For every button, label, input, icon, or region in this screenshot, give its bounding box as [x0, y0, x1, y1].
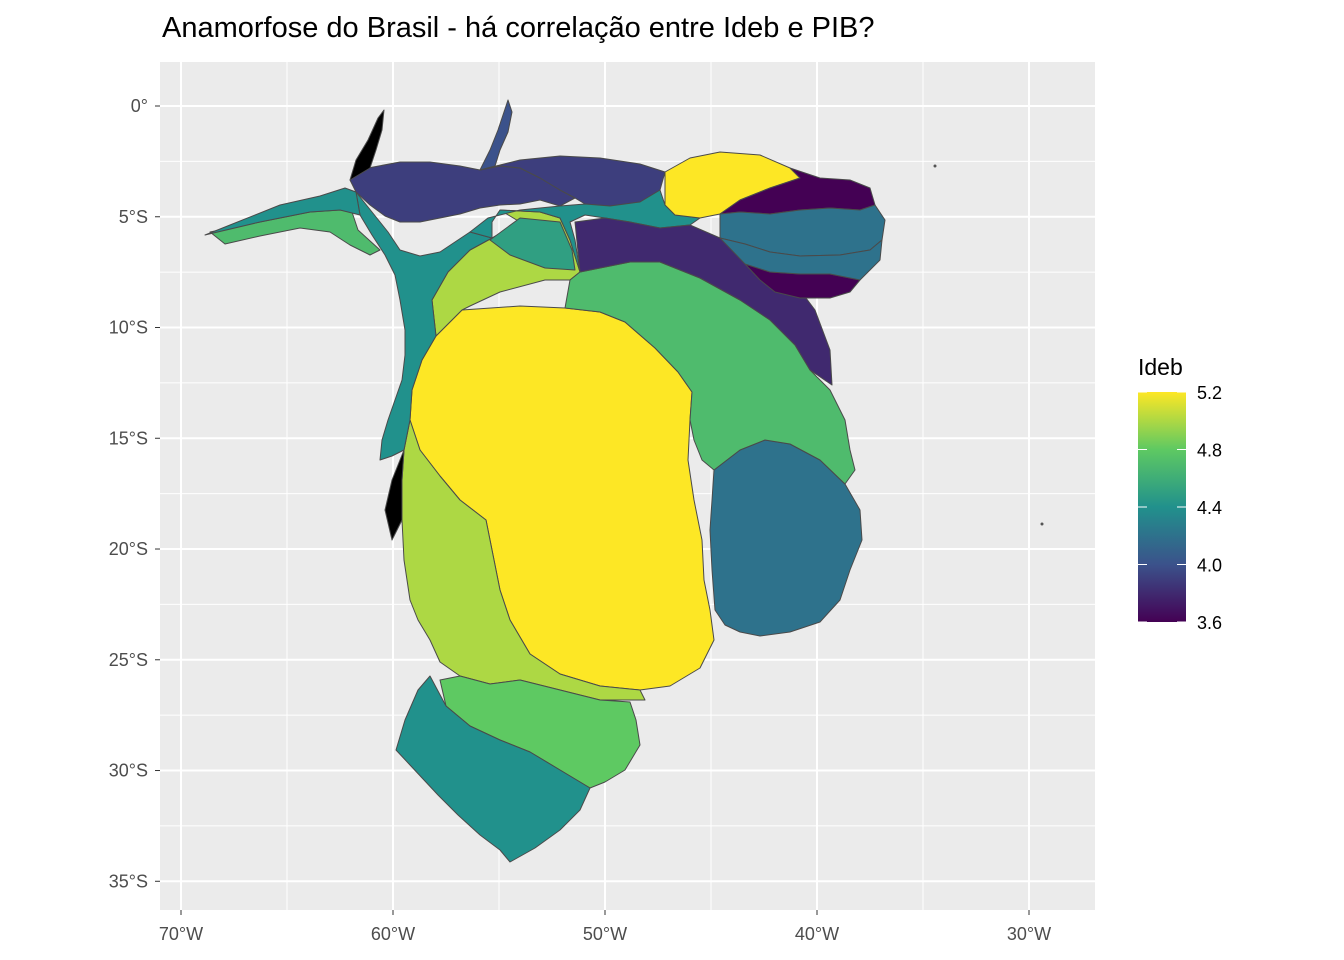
region-amapa: [479, 99, 513, 171]
y-tick-label: 30°S: [109, 761, 148, 781]
x-tick-label: 40°W: [795, 924, 839, 944]
legend: Ideb 5.2 4.8 4.4 4.0 3.6: [1138, 354, 1222, 633]
region-rio-grande-do-sul: [395, 675, 591, 863]
y-tick-label: 0°: [131, 96, 148, 116]
chart-title: Anamorfose do Brasil - há correlação ent…: [162, 12, 875, 44]
y-tick-label: 10°S: [109, 318, 148, 338]
x-tick-label: 30°W: [1007, 924, 1051, 944]
y-axis: 0° 5°S 10°S 15°S 20°S 25°S 30°S 35°S: [109, 96, 160, 891]
island-marker: [933, 164, 937, 168]
legend-break-label: 4.0: [1197, 556, 1222, 576]
legend-break-label: 5.2: [1197, 383, 1222, 403]
region-roraima: [349, 109, 385, 181]
region-mato-grosso: [355, 191, 493, 461]
y-tick-label: 25°S: [109, 650, 148, 670]
island-marker: [1040, 522, 1044, 526]
x-tick-label: 70°W: [159, 924, 203, 944]
state-regions: [204, 99, 1044, 863]
region-pernambuco: [719, 237, 883, 281]
y-tick-label: 35°S: [109, 871, 148, 891]
legend-break-label: 3.6: [1197, 613, 1222, 633]
region-amazonas: [349, 161, 576, 223]
y-tick-label: 5°S: [119, 207, 148, 227]
y-tick-label: 15°S: [109, 428, 148, 448]
region-tocantins: [489, 217, 576, 271]
x-tick-label: 60°W: [371, 924, 415, 944]
legend-title: Ideb: [1138, 354, 1183, 380]
x-tick-label: 50°W: [583, 924, 627, 944]
legend-break-label: 4.8: [1197, 441, 1222, 461]
y-tick-label: 20°S: [109, 539, 148, 559]
region-mato-grosso-do-sul: [384, 449, 405, 541]
x-axis: 70°W 60°W 50°W 40°W 30°W: [159, 910, 1051, 944]
legend-break-label: 4.4: [1197, 498, 1222, 518]
region-bahia: [574, 217, 833, 386]
